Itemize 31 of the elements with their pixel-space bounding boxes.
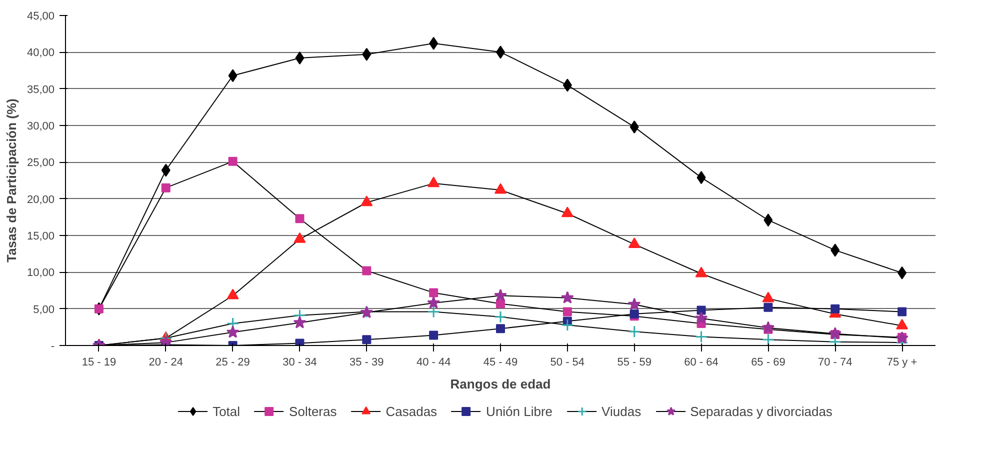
x-tick-label: 45 - 49 xyxy=(483,356,518,368)
x-tick-label: 70 - 74 xyxy=(818,356,852,368)
legend-label: Total xyxy=(212,404,240,418)
x-tick-label: 75 y + xyxy=(886,356,918,368)
y-tick-label: 30,00 xyxy=(26,120,55,132)
legend-label: Viudas xyxy=(602,404,642,418)
y-tick-label: - xyxy=(50,340,55,352)
legend-label: Casadas xyxy=(386,404,438,418)
x-tick-label: 25 - 29 xyxy=(216,356,250,368)
y-tick-label: 25,00 xyxy=(26,157,55,170)
x-tick-label: 65 - 69 xyxy=(751,356,786,368)
x-tick-label: 55 - 59 xyxy=(617,356,652,368)
y-axis-title: Tasas de Participación (%) xyxy=(4,98,19,262)
x-axis-title: Rangos de edad xyxy=(450,376,551,392)
legend-label: Unión Libre xyxy=(486,404,553,418)
y-tick-label: 20,00 xyxy=(26,194,55,206)
y-tick-label: 40,00 xyxy=(26,47,55,60)
y-tick-label: 5,00 xyxy=(33,304,55,316)
y-tick-label: 45,00 xyxy=(26,10,55,22)
x-tick-label: 15 - 19 xyxy=(82,356,116,368)
x-tick-label: 20 - 24 xyxy=(148,356,184,368)
x-tick-label: 35 - 39 xyxy=(350,356,384,368)
y-tick-label: 10,00 xyxy=(26,267,55,280)
x-tick-label: 40 - 44 xyxy=(416,356,451,368)
y-tick-label: 35,00 xyxy=(26,84,55,96)
legend-label: Solteras xyxy=(289,404,337,418)
y-tick-label: 15,00 xyxy=(26,230,55,242)
x-tick-label: 60 - 64 xyxy=(684,356,718,368)
x-tick-label: 30 - 34 xyxy=(282,356,317,368)
legend-label: Separadas y divorciadas xyxy=(690,404,832,418)
x-tick-label: 50 - 54 xyxy=(550,356,585,368)
